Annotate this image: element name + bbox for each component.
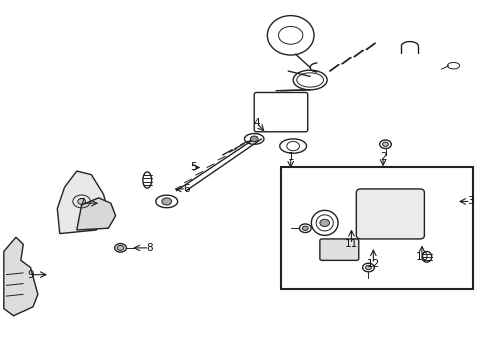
Circle shape xyxy=(117,246,123,250)
Text: 7: 7 xyxy=(78,198,85,208)
Text: 4: 4 xyxy=(253,118,260,128)
Circle shape xyxy=(365,265,371,270)
Polygon shape xyxy=(4,237,38,316)
FancyBboxPatch shape xyxy=(356,189,424,239)
Polygon shape xyxy=(57,171,108,234)
Circle shape xyxy=(362,263,373,272)
Polygon shape xyxy=(77,198,116,230)
Text: 12: 12 xyxy=(366,259,379,269)
Text: 9: 9 xyxy=(27,270,34,280)
Text: 3: 3 xyxy=(467,197,473,206)
Circle shape xyxy=(250,136,258,142)
Circle shape xyxy=(379,140,390,149)
Text: 8: 8 xyxy=(146,243,153,253)
Text: 10: 10 xyxy=(415,252,427,262)
Text: 11: 11 xyxy=(344,239,357,249)
FancyBboxPatch shape xyxy=(319,239,358,260)
Circle shape xyxy=(162,198,171,205)
Circle shape xyxy=(302,226,307,230)
Text: 5: 5 xyxy=(190,162,196,172)
Circle shape xyxy=(299,224,310,233)
Circle shape xyxy=(382,142,387,147)
Circle shape xyxy=(115,244,126,252)
Text: 1: 1 xyxy=(287,152,293,162)
Circle shape xyxy=(78,199,85,204)
FancyBboxPatch shape xyxy=(254,93,307,132)
Bar xyxy=(281,167,472,289)
Circle shape xyxy=(319,219,329,226)
Text: 6: 6 xyxy=(183,184,189,194)
Text: 2: 2 xyxy=(379,152,386,162)
